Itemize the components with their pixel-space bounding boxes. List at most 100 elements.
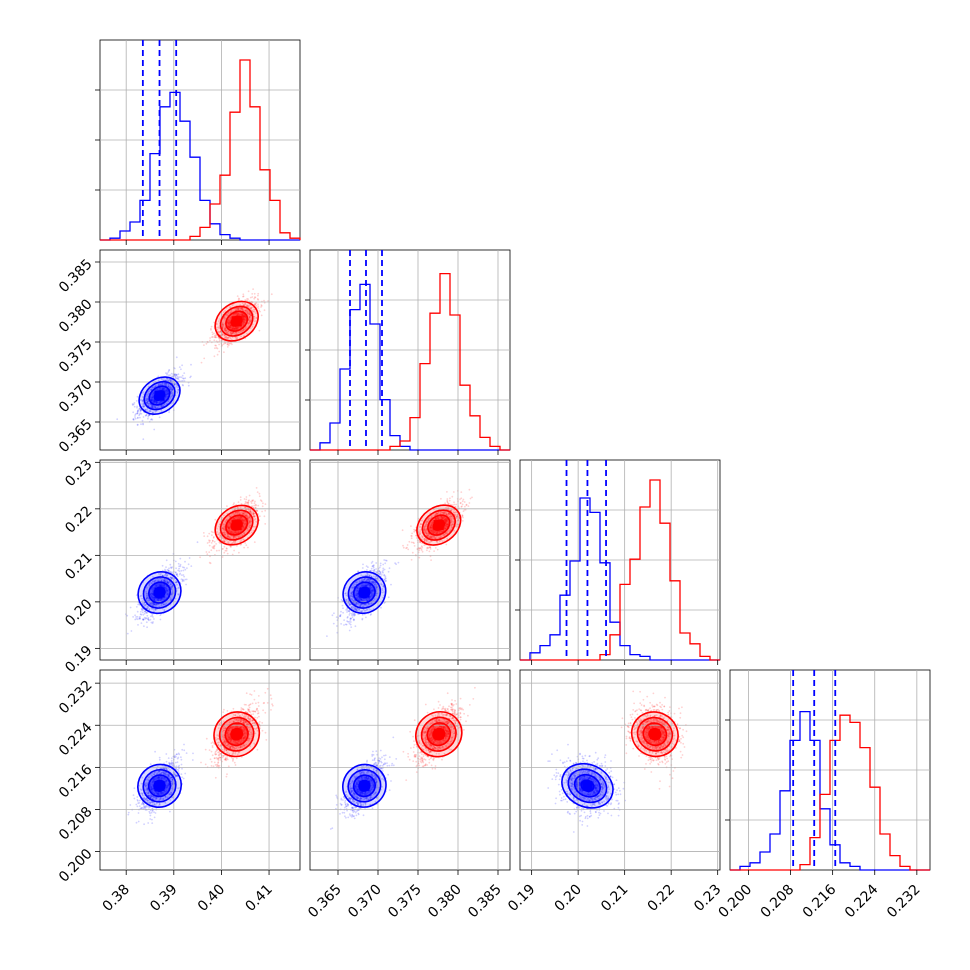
scatter-point (345, 594, 348, 597)
scatter-point (169, 384, 171, 387)
scatter-point (154, 410, 157, 413)
scatter-point (248, 524, 251, 527)
scatter-point (232, 518, 235, 521)
scatter-point (228, 536, 231, 539)
scatter-point (232, 535, 235, 538)
scatter-point (229, 531, 232, 534)
scatter-point (158, 585, 161, 587)
scatter-point (253, 515, 256, 518)
scatter-point (384, 559, 387, 562)
scatter-point (167, 570, 170, 573)
scatter-point (251, 531, 253, 534)
scatter-point (248, 305, 250, 307)
scatter-point (208, 551, 211, 553)
scatter-point (165, 389, 167, 392)
scatter-point (244, 316, 247, 318)
scatter-point (229, 516, 232, 518)
scatter-point (227, 529, 230, 532)
scatter-point (375, 562, 378, 564)
scatter-point (242, 315, 245, 317)
scatter-point (253, 502, 256, 505)
scatter-point (232, 326, 234, 329)
scatter-point (167, 371, 170, 373)
scatter-point (263, 299, 265, 302)
scatter-point (163, 578, 166, 581)
scatter-point (443, 516, 446, 519)
scatter-point (208, 544, 211, 547)
scatter-point (150, 398, 153, 401)
scatter-point (229, 337, 232, 340)
scatter-point (247, 515, 250, 518)
scatter-point (152, 406, 155, 408)
scatter-point (428, 519, 430, 521)
scatter-point (435, 518, 437, 521)
contour-fills-layer (137, 301, 679, 808)
scatter-point (239, 307, 242, 310)
scatter-point (226, 541, 229, 544)
scatter-point (226, 332, 228, 334)
scatter-point (252, 288, 255, 290)
scatter-point (364, 580, 367, 582)
scatter-point (141, 396, 144, 398)
scatter-point (352, 619, 355, 622)
scatter-point (182, 377, 184, 380)
scatter-point (151, 588, 153, 591)
scatter-point (237, 327, 240, 329)
scatter-point (366, 578, 369, 580)
scatter-point (369, 574, 371, 577)
scatter-point (215, 336, 218, 339)
scatter-point (375, 588, 378, 590)
scatter-point (227, 325, 230, 328)
scatter-point (169, 571, 172, 574)
scatter-point (446, 500, 449, 503)
scatter-point (349, 617, 352, 620)
scatter-point (249, 321, 252, 323)
scatter-point (161, 583, 164, 585)
scatter-point (445, 519, 448, 521)
scatter-point (429, 527, 432, 529)
scatter-point (146, 397, 148, 400)
scatter-point (154, 586, 156, 588)
scatter-point (171, 375, 173, 378)
scatter-point (231, 332, 234, 335)
scatter-point (169, 585, 172, 588)
scatter-point (375, 571, 378, 574)
scatter-point (157, 599, 160, 602)
scatter-point (355, 609, 358, 612)
scatter-point (346, 611, 348, 613)
scatter-point (234, 336, 237, 339)
scatter-point (372, 582, 374, 585)
scatter-point (239, 512, 242, 515)
scatter-point (147, 417, 149, 420)
scatter-point (350, 617, 352, 620)
scatter-point (253, 515, 256, 518)
scatter-point (166, 593, 169, 596)
scatter-point (356, 581, 359, 584)
scatter-point (255, 302, 257, 305)
scatter-point (162, 387, 164, 390)
scatter-point (169, 563, 172, 566)
scatter-point (222, 525, 225, 528)
scatter-point (166, 581, 169, 584)
scatter-point (247, 298, 250, 300)
scatter-point (249, 520, 251, 522)
scatter-point (243, 523, 246, 526)
scatter-point (159, 584, 162, 587)
scatter-point (209, 337, 212, 339)
scatter-point (141, 419, 144, 422)
scatter-point (230, 342, 233, 344)
scatter-point (249, 526, 251, 529)
scatter-point (354, 607, 356, 610)
scatter-point (243, 335, 245, 337)
scatter-point (181, 364, 184, 367)
scatter-point (134, 414, 137, 416)
scatter-point (233, 327, 236, 330)
scatter-point (450, 525, 453, 528)
scatter-point (176, 377, 178, 380)
scatter-point (229, 319, 232, 322)
scatter-point (252, 512, 255, 515)
scatter-point (140, 608, 143, 611)
scatter-point (241, 314, 243, 316)
scatter-point (222, 523, 225, 526)
scatter-point (165, 382, 168, 385)
